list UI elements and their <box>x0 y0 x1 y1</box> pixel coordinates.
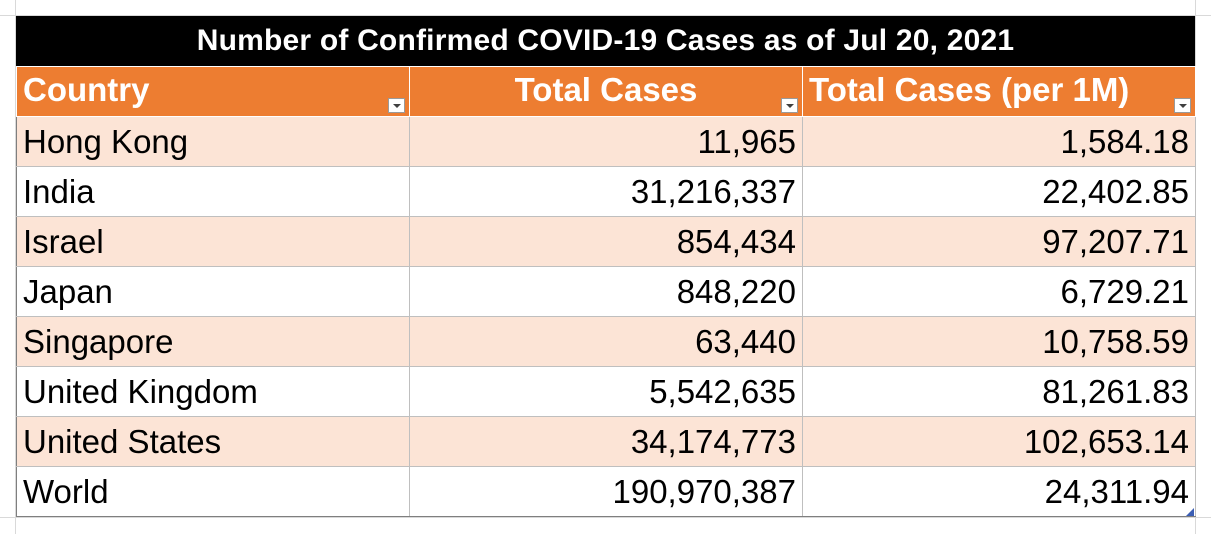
table-row: Japan 848,220 6,729.21 <box>16 266 1196 317</box>
header-row: Country Total Cases Total Cases (per 1M) <box>16 66 1196 117</box>
data-table: Country Total Cases Total Cases (per 1M)… <box>16 66 1196 517</box>
cell-total-cases-per-1m[interactable]: 10,758.59 <box>802 316 1196 367</box>
cell-total-cases-per-1m[interactable]: 81,261.83 <box>802 366 1196 417</box>
cell-country[interactable]: India <box>16 166 410 217</box>
table-row: United Kingdom 5,542,635 81,261.83 <box>16 366 1196 417</box>
cell-total-cases[interactable]: 5,542,635 <box>409 366 803 417</box>
table-row: Singapore 63,440 10,758.59 <box>16 316 1196 367</box>
cell-country[interactable]: United Kingdom <box>16 366 410 417</box>
table-resize-handle-icon[interactable] <box>1186 508 1194 516</box>
cell-total-cases[interactable]: 31,216,337 <box>409 166 803 217</box>
sheet-gridline-top <box>0 0 1211 16</box>
cell-country[interactable]: Israel <box>16 216 410 267</box>
table-row: World 190,970,387 24,311.94 <box>16 466 1196 517</box>
table-title[interactable]: Number of Confirmed COVID-19 Cases as of… <box>16 16 1195 66</box>
table-row: India 31,216,337 22,402.85 <box>16 166 1196 217</box>
column-header-label: Total Cases (per 1M) <box>809 70 1130 108</box>
cell-total-cases[interactable]: 34,174,773 <box>409 416 803 467</box>
cell-total-cases-per-1m[interactable]: 102,653.14 <box>802 416 1196 467</box>
column-header-country[interactable]: Country <box>16 66 410 117</box>
column-header-total-cases[interactable]: Total Cases <box>409 66 803 117</box>
filter-dropdown-icon[interactable] <box>1174 98 1191 113</box>
sheet-gridline-bottom <box>0 517 1211 534</box>
cell-total-cases[interactable]: 854,434 <box>409 216 803 267</box>
cell-country[interactable]: Japan <box>16 266 410 317</box>
cell-total-cases[interactable]: 11,965 <box>409 116 803 167</box>
cell-country[interactable]: Singapore <box>16 316 410 367</box>
table-row: Hong Kong 11,965 1,584.18 <box>16 116 1196 167</box>
cell-country[interactable]: World <box>16 466 410 517</box>
cell-total-cases-per-1m[interactable]: 97,207.71 <box>802 216 1196 267</box>
cell-total-cases[interactable]: 848,220 <box>409 266 803 317</box>
sheet-gridline-left <box>0 0 16 534</box>
cell-total-cases-per-1m[interactable]: 6,729.21 <box>802 266 1196 317</box>
column-header-total-cases-per-1m[interactable]: Total Cases (per 1M) <box>802 66 1196 117</box>
cell-country[interactable]: Hong Kong <box>16 116 410 167</box>
table-row: United States 34,174,773 102,653.14 <box>16 416 1196 467</box>
column-header-label: Country <box>23 70 150 108</box>
cell-total-cases-per-1m[interactable]: 1,584.18 <box>802 116 1196 167</box>
cell-total-cases[interactable]: 190,970,387 <box>409 466 803 517</box>
filter-dropdown-icon[interactable] <box>781 98 798 113</box>
cell-country[interactable]: United States <box>16 416 410 467</box>
sheet-gridline-right <box>1195 0 1211 534</box>
cell-total-cases-per-1m[interactable]: 22,402.85 <box>802 166 1196 217</box>
covid-cases-table: Number of Confirmed COVID-19 Cases as of… <box>16 16 1196 517</box>
table-row: Israel 854,434 97,207.71 <box>16 216 1196 267</box>
column-header-label: Total Cases <box>514 70 698 108</box>
cell-total-cases-per-1m[interactable]: 24,311.94 <box>802 466 1196 517</box>
filter-dropdown-icon[interactable] <box>388 98 405 113</box>
cell-total-cases[interactable]: 63,440 <box>409 316 803 367</box>
